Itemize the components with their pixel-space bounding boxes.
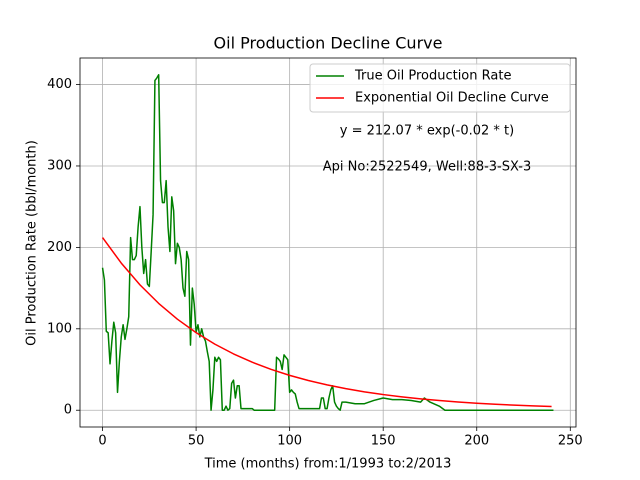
x-tick-label: 200 <box>464 434 489 449</box>
legend-box <box>309 63 571 113</box>
x-tick-label: 150 <box>371 434 396 449</box>
annotation: Api No:2522549, Well:88-3-SX-3 <box>323 160 531 175</box>
y-tick-label: 200 <box>47 240 72 255</box>
x-tick-label: 100 <box>277 434 302 449</box>
legend-label: True Oil Production Rate <box>354 69 511 84</box>
x-tick-label: 250 <box>558 434 583 449</box>
y-tick-label: 400 <box>47 77 72 92</box>
data-line <box>101 74 554 411</box>
annotation: y = 212.07 * exp(-0.02 * t) <box>340 124 514 139</box>
y-tick-label: 0 <box>64 403 72 418</box>
plot-frame <box>79 57 577 428</box>
legend-label: Exponential Oil Decline Curve <box>355 91 549 106</box>
chart-title: Oil Production Decline Curve <box>214 34 443 53</box>
y-tick-label: 300 <box>47 158 72 173</box>
y-tick-label: 100 <box>47 321 72 336</box>
y-axis-label: Oil Production Rate (bbl/month) <box>25 140 40 346</box>
x-axis-label: Time (months) from:1/1993 to:2/2013 <box>204 457 452 472</box>
x-tick-label: 50 <box>188 434 205 449</box>
data-line <box>101 237 552 408</box>
x-tick-label: 0 <box>98 434 106 449</box>
